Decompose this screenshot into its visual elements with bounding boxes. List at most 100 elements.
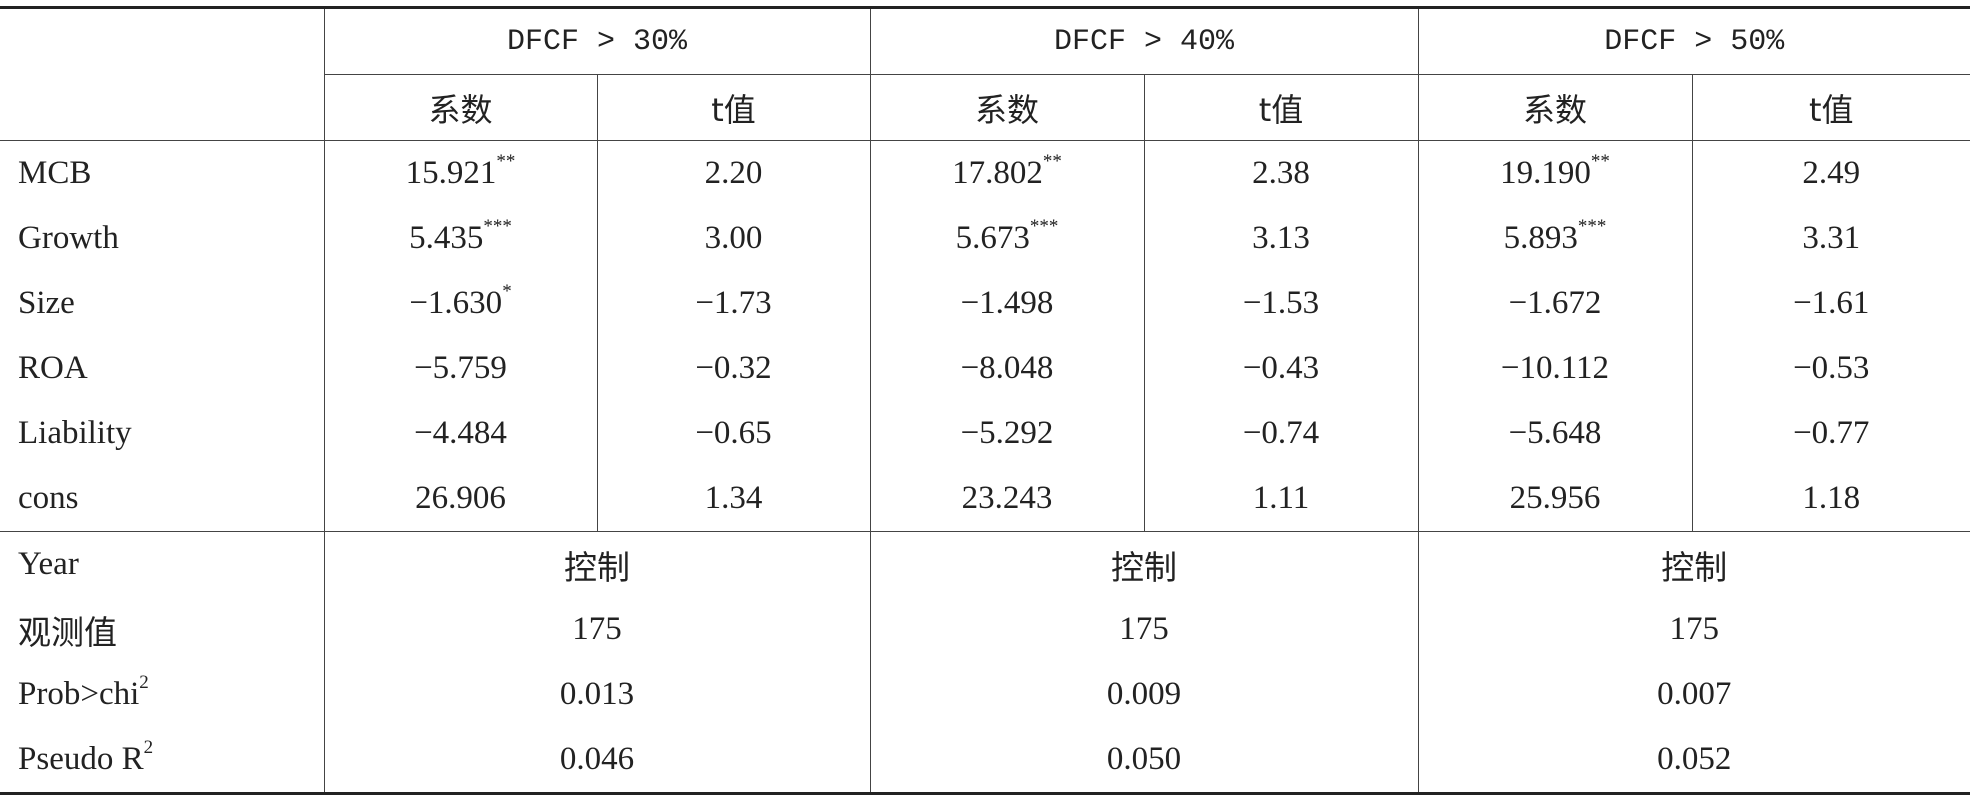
- cell-value: 175: [1669, 611, 1720, 647]
- label-superscript: 2: [143, 737, 154, 758]
- cell-value: 23.243: [961, 480, 1053, 516]
- corner-cell: [0, 7, 324, 141]
- data-row: Liability −4.484 −0.65 −5.292 −0.74 −5.648 −0.…: [0, 401, 1970, 466]
- summary-row: Prob>chi2 0.013 0.009 0.007: [0, 662, 1970, 727]
- row-label: Growth: [0, 206, 324, 271]
- cell-value: −5.759: [414, 350, 507, 386]
- significance-stars: ***: [483, 216, 512, 237]
- summary-cell: 控制: [1417, 531, 1970, 597]
- cell-value: 0.046: [559, 741, 635, 777]
- row-label: Size: [0, 271, 324, 336]
- data-cell: 17.802**: [869, 140, 1144, 206]
- cell-value: −0.53: [1793, 350, 1870, 386]
- data-cell: −5.648: [1417, 401, 1692, 466]
- cell-value: 2.38: [1252, 155, 1310, 191]
- cell-value: 3.31: [1802, 220, 1861, 256]
- group-label: DFCF > 50%: [1604, 24, 1785, 59]
- cell-value: −5.648: [1508, 415, 1602, 451]
- summary-cell: 0.009: [869, 662, 1418, 727]
- data-cell: −0.32: [596, 336, 870, 401]
- cell-value: 175: [1119, 611, 1169, 647]
- cell-value: 控制: [564, 550, 630, 587]
- row-label: cons: [0, 466, 324, 532]
- subheader: t值: [1691, 74, 1970, 141]
- row-label: ROA: [0, 336, 324, 401]
- data-cell: 3.31: [1691, 206, 1970, 271]
- group-header: DFCF > 40%: [869, 7, 1418, 75]
- cell-value: −1.53: [1242, 285, 1320, 321]
- data-cell: −0.77: [1691, 401, 1970, 466]
- cell-value: 15.921: [405, 155, 497, 191]
- cell-value: −4.484: [414, 415, 507, 451]
- data-cell: 23.243: [869, 466, 1144, 532]
- row-label-text: cons: [18, 480, 79, 516]
- cell-value: 25.956: [1509, 480, 1601, 516]
- data-cell: −5.759: [323, 336, 597, 401]
- cell-value: 17.802: [952, 155, 1043, 191]
- cell-value: 0.009: [1106, 676, 1182, 712]
- group-label: DFCF > 30%: [506, 24, 688, 59]
- significance-stars: ***: [1577, 216, 1607, 237]
- cell-value: −5.292: [960, 415, 1054, 451]
- data-cell: 1.34: [596, 466, 870, 532]
- cell-value: 3.13: [1252, 220, 1310, 256]
- significance-stars: ***: [1029, 216, 1059, 237]
- cell-value: 2.49: [1802, 155, 1861, 191]
- summary-cell: 175: [323, 597, 870, 662]
- subheader-label: t值: [711, 90, 756, 129]
- cell-value: 1.18: [1802, 480, 1861, 516]
- significance-stars: **: [1590, 151, 1610, 172]
- row-label-text: Size: [18, 285, 75, 321]
- data-cell: −1.498: [869, 271, 1144, 336]
- subheader: t值: [1143, 74, 1418, 141]
- cell-value: −1.672: [1508, 285, 1602, 321]
- data-cell: −0.43: [1143, 336, 1418, 401]
- significance-stars: **: [1042, 151, 1062, 172]
- cell-value: 5.673: [955, 220, 1030, 256]
- data-cell: 25.956: [1417, 466, 1692, 532]
- group-header: DFCF > 30%: [323, 7, 870, 75]
- cell-value: −1.498: [960, 285, 1054, 321]
- subheader-label: t值: [1258, 90, 1304, 129]
- data-cell: 15.921**: [323, 140, 597, 206]
- cell-value: −0.65: [695, 415, 772, 451]
- data-row: cons 26.906 1.34 23.243 1.11 25.956 1.18: [0, 466, 1970, 532]
- cell-value: 175: [572, 611, 622, 647]
- data-row: MCB 15.921** 2.20 17.802** 2.38 19.190** 2.49: [0, 140, 1970, 206]
- data-cell: 5.893***: [1417, 206, 1692, 271]
- summary-cell: 0.050: [869, 727, 1418, 794]
- row-label-text: Year: [18, 546, 79, 582]
- data-cell: 3.00: [596, 206, 870, 271]
- data-row: Size −1.630* −1.73 −1.498 −1.53 −1.672 −1.61: [0, 271, 1970, 336]
- data-cell: 2.38: [1143, 140, 1418, 206]
- row-label: Year: [0, 532, 324, 598]
- data-cell: 5.435***: [323, 206, 597, 271]
- row-label: 观测值: [0, 597, 324, 662]
- data-cell: 19.190**: [1417, 140, 1692, 206]
- cell-value: −0.74: [1242, 415, 1320, 451]
- summary-row: Pseudo R2 0.046 0.050 0.052: [0, 727, 1970, 794]
- subheader-label: 系数: [974, 90, 1039, 129]
- summary-cell: 0.046: [323, 727, 870, 794]
- row-label: Pseudo R2: [0, 727, 324, 794]
- data-cell: −1.73: [596, 271, 870, 336]
- data-cell: −1.630*: [323, 271, 597, 336]
- cell-value: 控制: [1661, 550, 1728, 587]
- cell-value: 5.435: [409, 220, 484, 256]
- data-cell: −1.53: [1143, 271, 1418, 336]
- subheader-label: 系数: [428, 90, 493, 129]
- regression-table: DFCF > 30% DFCF > 40% DFCF > 50% 系数 t值 系数 t值 系数…: [0, 6, 1970, 795]
- summary-cell: 0.052: [1417, 727, 1970, 794]
- data-cell: −0.65: [596, 401, 870, 466]
- subheader: 系数: [323, 74, 597, 141]
- significance-stars: *: [502, 281, 512, 302]
- cell-value: 0.052: [1657, 741, 1732, 777]
- row-label-text: Pseudo R: [18, 741, 144, 777]
- cell-value: 26.906: [415, 480, 506, 516]
- data-cell: −1.672: [1417, 271, 1692, 336]
- data-cell: 3.13: [1143, 206, 1418, 271]
- summary-cell: 175: [869, 597, 1418, 662]
- row-label-text: Growth: [18, 220, 119, 256]
- data-cell: −4.484: [323, 401, 597, 466]
- cell-value: 19.190: [1500, 155, 1591, 191]
